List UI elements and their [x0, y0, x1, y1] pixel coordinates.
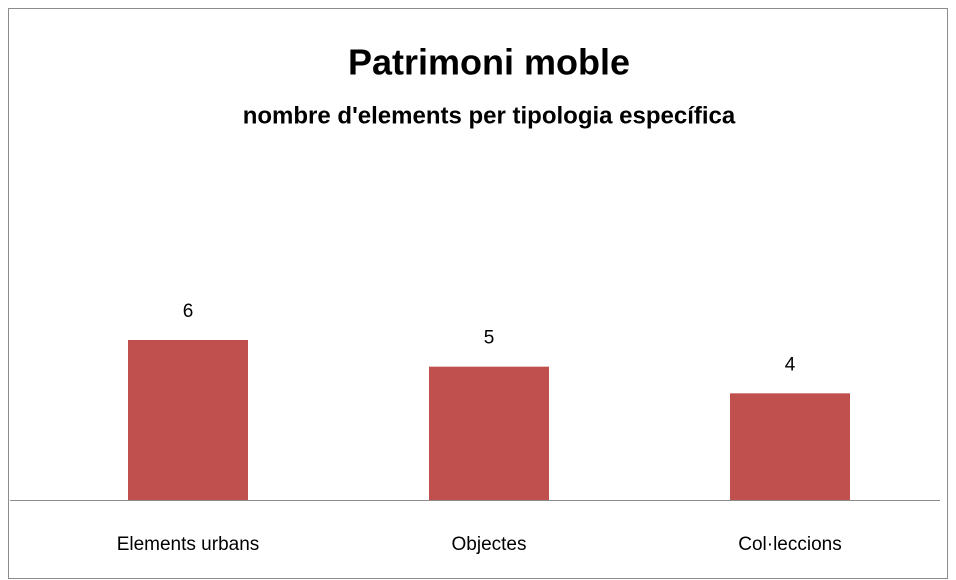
- data-label: 5: [484, 328, 495, 349]
- bar: [730, 393, 850, 500]
- chart-title: Patrimoni moble: [348, 42, 630, 83]
- x-tick-label: Col·leccions: [738, 534, 841, 555]
- bar: [128, 340, 248, 500]
- data-label: 4: [785, 354, 796, 375]
- bar: [429, 366, 549, 500]
- chart-subtitle: nombre d'elements per tipologia específi…: [243, 102, 736, 129]
- x-tick-label: Objectes: [452, 534, 527, 555]
- x-tick-label: Elements urbans: [117, 534, 260, 555]
- data-label: 6: [183, 301, 194, 322]
